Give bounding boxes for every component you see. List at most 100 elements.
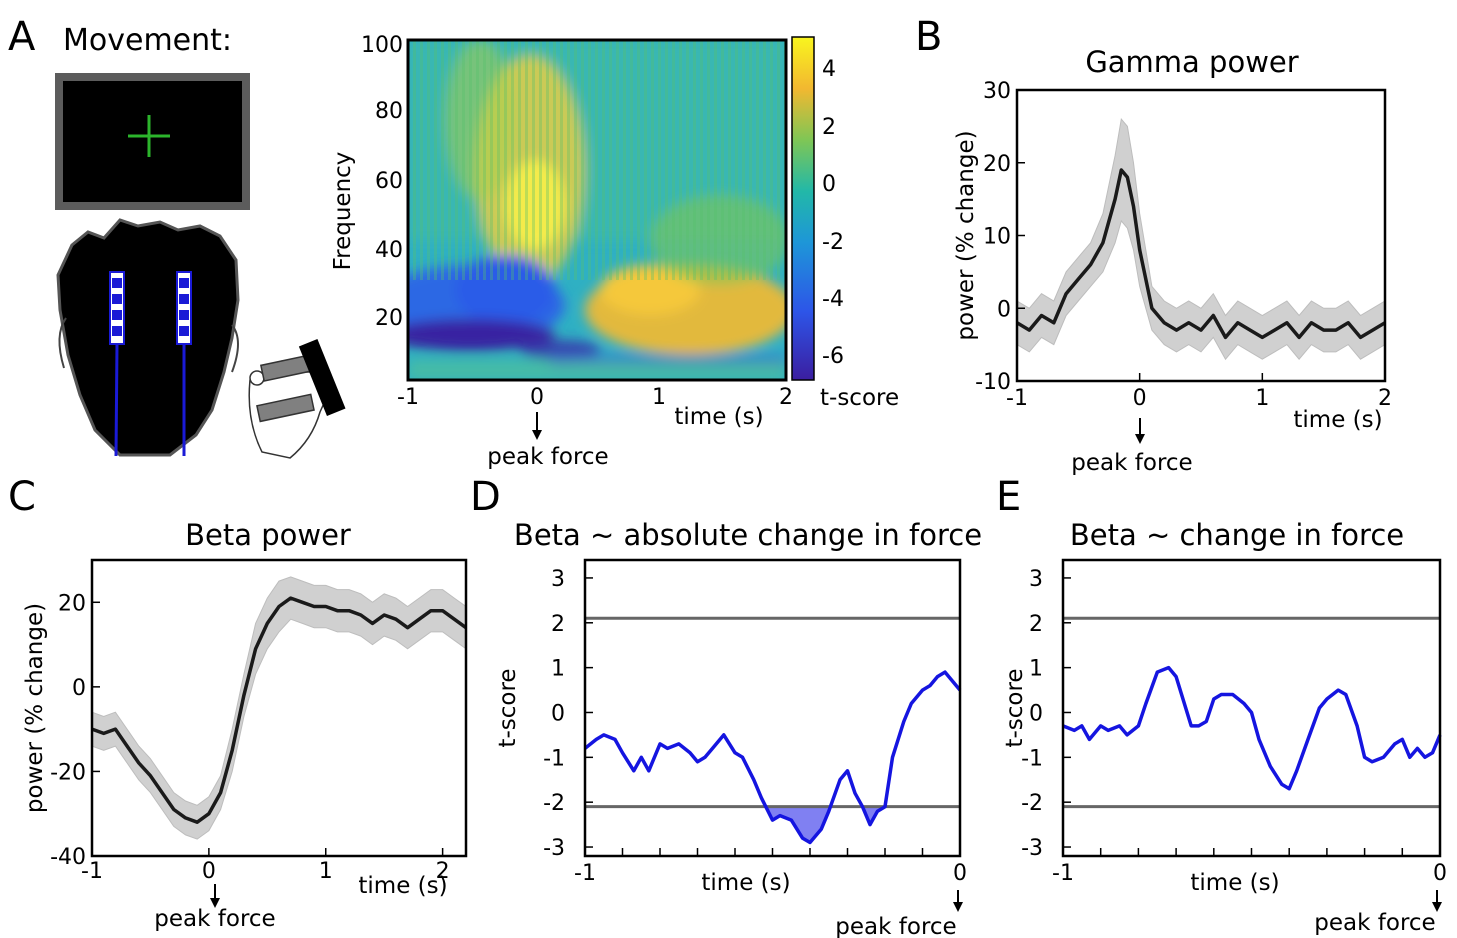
right-ear-icon — [231, 324, 239, 373]
y-tick-label: 1 — [551, 657, 565, 682]
x-tick-label: 0 — [1433, 861, 1447, 886]
y-tick-label: 0 — [997, 297, 1011, 322]
y-tick-label: 3 — [1029, 567, 1043, 592]
spectrogram: 100 80 60 40 20 -1 0 1 2 time (s) Freque… — [330, 33, 793, 470]
colorbar-tick-label: -4 — [822, 287, 844, 312]
peak-force-annotation: peak force — [487, 444, 608, 470]
panel-a-letter: A — [8, 14, 36, 60]
axes-frame — [90, 558, 468, 858]
chart-title: Gamma power — [1085, 45, 1298, 79]
y-tick-label: 0 — [72, 676, 86, 701]
confidence-band — [91, 576, 467, 840]
series-line — [91, 596, 468, 824]
y-axis-label: power (% change) — [953, 130, 979, 340]
head-electrode-illustration — [56, 218, 240, 457]
y-axis-label: power (% change) — [22, 603, 48, 813]
panel-d-annotation: peak force — [835, 890, 963, 938]
y-tick-label: -2 — [543, 791, 565, 816]
panel-c-annotation: peak force — [154, 884, 276, 932]
y-tick-label: -1 — [543, 746, 565, 771]
y-tick-label: 30 — [983, 79, 1011, 104]
x-tick-label: 2 — [779, 385, 793, 410]
x-tick-label: 2 — [1378, 386, 1392, 411]
chart-title: Beta ~ absolute change in force — [514, 518, 982, 552]
x-tick-label: -1 — [1052, 861, 1074, 886]
panel-b-annotation: peak force — [1071, 418, 1193, 476]
monitor-illustration — [55, 73, 250, 210]
x-tick-label: -1 — [1006, 386, 1028, 411]
panel-d-letter: D — [470, 474, 501, 520]
chart-title: Beta power — [185, 518, 351, 552]
y-tick-label: -3 — [543, 836, 565, 861]
panel-a-title: Movement: — [63, 23, 232, 58]
x-tick-label: 1 — [1255, 386, 1269, 411]
series-line — [1016, 168, 1386, 340]
y-tick-label: 3 — [551, 567, 565, 592]
peak-force-annotation: peak force — [1071, 450, 1192, 476]
peak-force-annotation: peak force — [1314, 910, 1435, 936]
y-tick-label: -1 — [1021, 746, 1043, 771]
spectrogram-y-ticks: 100 80 60 40 20 — [361, 33, 403, 331]
x-axis-label: time (s) — [701, 870, 790, 896]
x-tick-label: 1 — [652, 385, 666, 410]
y-tick-label: 10 — [983, 225, 1011, 250]
hand-grip-icon — [248, 338, 346, 459]
x-tick-label: 2 — [436, 859, 450, 884]
panel-e-annotation: peak force — [1314, 890, 1442, 936]
y-tick-label: 40 — [375, 238, 403, 263]
significance-fill — [765, 806, 831, 843]
colorbar: 4 2 0 -2 -4 -6 t-score — [791, 36, 899, 411]
y-tick-label: -20 — [50, 760, 86, 785]
y-axis-label: t-score — [495, 668, 521, 747]
y-tick-label: 20 — [983, 152, 1011, 177]
confidence-band — [1016, 117, 1386, 361]
y-tick-label: 0 — [551, 701, 565, 726]
x-axis-label: time (s) — [1293, 407, 1382, 433]
x-tick-label: 0 — [530, 385, 544, 410]
chart-title: Beta ~ change in force — [1070, 518, 1404, 552]
y-tick-label: -10 — [975, 370, 1011, 395]
y-tick-label: 2 — [1029, 612, 1043, 637]
y-tick-label: -40 — [50, 845, 86, 870]
y-tick-label: 20 — [375, 306, 403, 331]
y-tick-label: 2 — [551, 612, 565, 637]
y-tick-label: 100 — [361, 33, 403, 58]
x-tick-label: -1 — [397, 385, 419, 410]
axes-frame — [1061, 558, 1442, 858]
panel-d-chart: Beta ~ absolute change in force 3 2 1 0 -1 -2 -… — [495, 518, 982, 896]
y-tick-label: -3 — [1021, 836, 1043, 861]
x-axis-label: time (s) — [674, 404, 763, 430]
colorbar-tick-label: -6 — [822, 344, 844, 369]
x-tick-label: 1 — [319, 859, 333, 884]
y-tick-label: 1 — [1029, 657, 1043, 682]
colorbar-label: t-score — [820, 385, 899, 411]
colorbar-tick-label: 0 — [822, 172, 836, 197]
x-tick-label: -1 — [81, 859, 103, 884]
y-axis-label: Frequency — [330, 152, 356, 271]
left-ear-icon — [58, 317, 67, 369]
colorbar-tick-label: 2 — [822, 115, 836, 140]
peak-force-annotation: peak force — [154, 906, 275, 932]
y-tick-label: 60 — [375, 169, 403, 194]
colorbar-tick-label: -2 — [822, 230, 844, 255]
y-axis-label: t-score — [1002, 668, 1028, 747]
colorbar-tick-label: 4 — [822, 57, 836, 82]
series-line — [1062, 665, 1442, 791]
panel-c-letter: C — [8, 474, 36, 520]
panel-e-chart: Beta ~ change in force 3 2 1 0 -1 -2 -3 -1 0 time … — [1002, 518, 1447, 896]
x-tick-label: 0 — [202, 859, 216, 884]
x-axis-label: time (s) — [1190, 870, 1279, 896]
x-axis-label: time (s) — [358, 873, 447, 899]
spectrogram-x-ticks: -1 0 1 2 — [397, 385, 793, 410]
x-tick-label: 0 — [1133, 386, 1147, 411]
x-tick-label: -1 — [574, 861, 596, 886]
peak-force-annotation: peak force — [835, 914, 956, 938]
series-line — [583, 670, 962, 845]
y-tick-label: -2 — [1021, 791, 1043, 816]
x-tick-label: 0 — [953, 861, 967, 886]
y-tick-label: 0 — [1029, 701, 1043, 726]
y-tick-label: 80 — [375, 99, 403, 124]
